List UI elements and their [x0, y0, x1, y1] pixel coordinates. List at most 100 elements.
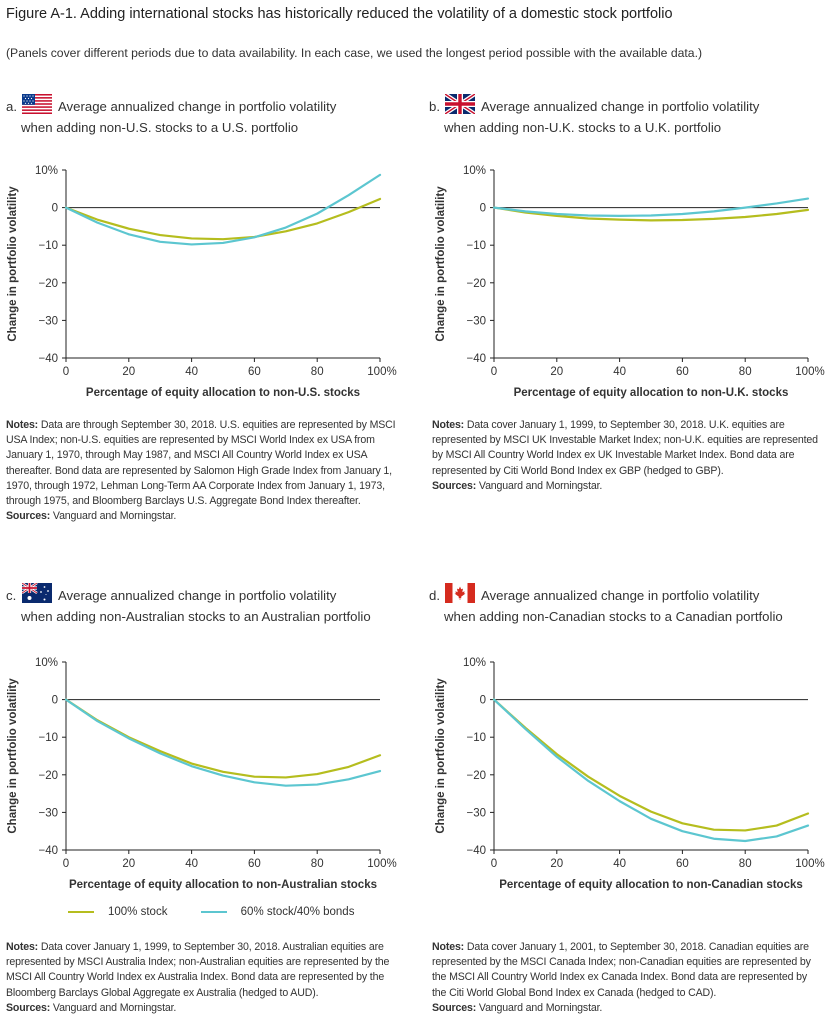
sources-line: Sources: Vanguard and Morningstar.: [432, 1001, 822, 1016]
panel-title-line1: Average annualized change in portfolio v…: [481, 99, 760, 114]
panel-title-line2: when adding non-Australian stocks to an …: [21, 609, 371, 624]
y-tick-label: 10%: [35, 657, 58, 669]
panel-title-line1: Average annualized change in portfolio v…: [58, 588, 337, 603]
x-tick-label: 40: [185, 858, 198, 870]
panel-b-title: b. Average annualized change in portfoli…: [429, 92, 760, 137]
panel-a-notes: Notes: Data are through September 30, 20…: [6, 418, 406, 524]
x-tick-label: 20: [550, 366, 563, 378]
x-tick-label: 100%: [367, 366, 396, 378]
legend-label: 60% stock/40% bonds: [240, 906, 355, 918]
x-tick-label: 0: [491, 858, 497, 870]
canada-flag-icon: [445, 583, 475, 608]
y-tick-label: −30: [38, 315, 58, 327]
y-tick-label: −10: [38, 240, 58, 252]
y-tick-label: 0: [52, 203, 58, 215]
notes-text: Data cover January 1, 1999, to September…: [6, 941, 390, 999]
y-tick-label: 10%: [463, 657, 486, 669]
panel-a-title: a. Average annualized change in portfoli…: [6, 94, 336, 137]
panel-d-notes: Notes: Data cover January 1, 2001, to Se…: [432, 940, 822, 1016]
y-axis-label: Change in portfolio volatility: [7, 186, 19, 342]
x-tick-label: 100%: [795, 858, 824, 870]
y-tick-label: −40: [38, 845, 58, 857]
y-tick-label: 0: [480, 203, 486, 215]
series-line-100-stock: [492, 698, 810, 832]
series-line-60-stock-40-bonds: [492, 197, 810, 217]
y-tick-label: −10: [466, 240, 486, 252]
notes-label: Notes:: [432, 941, 465, 953]
x-tick-label: 0: [63, 366, 69, 378]
x-tick-label: 40: [185, 366, 198, 378]
legend-swatch-100-stock: [68, 910, 94, 913]
sources-label: Sources:: [6, 510, 51, 523]
chart-panel-d: 10% 0 −10 −20 −30 −40 0 20 40 60 80 100% Percentage …: [435, 657, 825, 891]
x-tick-label: 60: [248, 858, 261, 870]
x-tick-label: 40: [613, 366, 626, 378]
series-line-60-stock-40-bonds: [492, 698, 810, 843]
legend-item-60-40: 60% stock/40% bonds: [200, 906, 355, 918]
series-line-100-stock: [64, 197, 382, 241]
panel-title-line1: Average annualized change in portfolio v…: [481, 588, 760, 603]
x-tick-label: 60: [248, 366, 261, 378]
panel-letter: b.: [429, 99, 440, 114]
panel-b-notes: Notes: Data cover January 1, 1999, to Se…: [432, 418, 822, 494]
y-tick-label: −30: [466, 807, 486, 819]
y-tick-label: −40: [38, 353, 58, 365]
legend-label: 100% stock: [108, 906, 168, 918]
panel-letter: a.: [6, 99, 17, 114]
x-tick-label: 0: [491, 366, 497, 378]
sources-label: Sources:: [432, 479, 477, 492]
x-tick-label: 80: [311, 366, 324, 378]
australia-flag-icon: [21, 582, 52, 608]
sources-text: Vanguard and Morningstar.: [476, 479, 603, 492]
panel-c-title: c. Average annualized change in portfoli…: [6, 582, 371, 626]
legend-swatch-60-40: [200, 910, 227, 913]
notes-label: Notes:: [432, 419, 465, 431]
series-line-60-stock-40-bonds: [64, 698, 382, 787]
y-tick-label: −20: [38, 770, 58, 782]
series-line-60-stock-40-bonds: [64, 173, 382, 246]
y-tick-label: −30: [466, 315, 486, 327]
y-tick-label: −20: [466, 770, 486, 782]
sources-line: Sources: Vanguard and Morningstar.: [6, 1001, 406, 1016]
series-line-100-stock: [64, 698, 382, 779]
figure-subtitle: (Panels cover different periods due to d…: [6, 46, 703, 60]
sources-text: Vanguard and Morningstar.: [50, 1001, 177, 1014]
panel-letter: d.: [429, 588, 440, 603]
sources-line: Sources: Vanguard and Morningstar.: [6, 509, 406, 524]
x-tick-label: 60: [676, 858, 689, 870]
uk-flag-icon: [443, 92, 477, 119]
y-tick-label: −40: [466, 845, 486, 857]
x-tick-label: 20: [122, 858, 135, 870]
x-tick-label: 20: [122, 366, 135, 378]
panel-title-line2: when adding non-U.K. stocks to a U.K. po…: [444, 120, 722, 135]
y-axis-label: Change in portfolio volatility: [7, 678, 19, 834]
y-axis-label: Change in portfolio volatility: [435, 678, 447, 834]
chart-legend: 100% stock 60% stock/40% bonds: [68, 906, 384, 918]
x-tick-label: 60: [676, 366, 689, 378]
x-tick-label: 100%: [367, 858, 396, 870]
x-tick-label: 0: [63, 858, 69, 870]
notes-text: Data cover January 1, 1999, to September…: [432, 419, 818, 477]
panel-title-line2: when adding non-Canadian stocks to a Can…: [444, 609, 783, 624]
us-flag-icon: [22, 94, 52, 119]
y-tick-label: 0: [480, 695, 486, 707]
y-tick-label: −20: [38, 278, 58, 290]
x-tick-label: 100%: [795, 366, 824, 378]
chart-panel-c: 10% 0 −10 −20 −30 −40 0 20 40 60 80 100% Percentage …: [7, 657, 397, 891]
y-tick-label: −30: [38, 807, 58, 819]
notes-text: Data cover January 1, 2001, to September…: [432, 941, 811, 999]
series-line-100-stock: [492, 206, 810, 222]
figure-title: Figure A-1. Adding international stocks …: [6, 6, 673, 22]
x-tick-label: 80: [311, 858, 324, 870]
panel-c-notes: Notes: Data cover January 1, 1999, to Se…: [6, 940, 406, 1016]
y-tick-label: 10%: [463, 165, 486, 177]
panel-title-line2: when adding non-U.S. stocks to a U.S. po…: [21, 120, 299, 135]
x-tick-label: 80: [739, 366, 752, 378]
notes-label: Notes:: [6, 419, 39, 431]
panel-d-title: d. Average annualized change in portfoli…: [429, 583, 783, 626]
panel-title-line1: Average annualized change in portfolio v…: [58, 99, 337, 114]
chart-panel-a: 10% 0 −10 −20 −30 −40 0 20 40 60 80 100% Percentage …: [7, 165, 397, 399]
panel-letter: c.: [6, 588, 17, 603]
y-tick-label: 10%: [35, 165, 58, 177]
x-tick-label: 40: [613, 858, 626, 870]
